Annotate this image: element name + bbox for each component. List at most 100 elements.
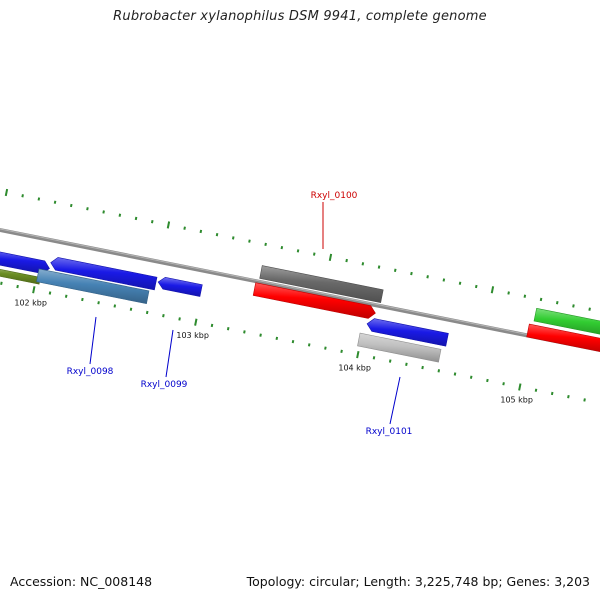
minor-tick — [555, 301, 559, 305]
gene-rxyl_0098[interactable] — [36, 268, 150, 305]
gene-label-rxyl_0099[interactable]: Rxyl_0099 — [141, 380, 188, 390]
minor-tick — [145, 310, 149, 315]
minor-tick — [21, 194, 24, 198]
minor-tick — [393, 268, 397, 272]
minor-tick — [178, 317, 181, 321]
minor-tick — [307, 343, 311, 347]
minor-tick — [231, 236, 235, 240]
minor-tick — [210, 323, 214, 328]
minor-tick — [134, 216, 138, 221]
minor-tick — [150, 220, 154, 224]
minor-tick — [86, 207, 89, 211]
page-title: Rubrobacter xylanophilus DSM 9941, compl… — [113, 9, 487, 24]
minor-tick — [0, 281, 3, 285]
major-tick — [194, 318, 198, 326]
minor-tick — [64, 294, 68, 298]
major-tick — [32, 286, 36, 294]
minor-tick — [296, 249, 300, 253]
upper-tick-row — [4, 188, 591, 311]
minor-tick — [291, 339, 295, 344]
minor-tick — [345, 258, 348, 263]
minor-tick — [361, 262, 365, 266]
gene-feature[interactable] — [252, 282, 376, 319]
gene-rxyl_0099[interactable] — [157, 276, 203, 297]
minor-tick — [162, 314, 165, 318]
minor-tick — [486, 378, 489, 383]
minor-tick — [340, 349, 343, 354]
gene-feature[interactable] — [50, 257, 158, 291]
genome-backbone — [0, 227, 600, 353]
gene-feature[interactable] — [366, 318, 449, 347]
minor-tick — [458, 281, 462, 285]
backbone-highlight — [0, 228, 600, 350]
gene-feature[interactable] — [533, 307, 600, 337]
minor-tick — [507, 291, 510, 295]
minor-tick — [421, 365, 424, 370]
minor-tick — [48, 291, 52, 295]
major-tick — [356, 350, 360, 359]
scale-label: 104 kbp — [338, 363, 371, 372]
gene-feature[interactable] — [526, 323, 600, 353]
backbone-line — [0, 227, 600, 353]
minor-tick — [215, 232, 219, 237]
minor-tick — [534, 388, 538, 392]
gene-features — [0, 251, 600, 363]
minor-tick — [280, 245, 284, 250]
minor-tick — [312, 252, 316, 256]
minor-tick — [567, 395, 570, 399]
major-tick — [490, 286, 495, 294]
minor-tick — [37, 197, 41, 201]
minor-tick — [410, 271, 413, 276]
gene-rxyl_0100[interactable] — [259, 265, 384, 303]
minor-tick — [129, 307, 133, 311]
minor-tick — [264, 242, 267, 247]
minor-tick — [437, 369, 441, 373]
accession-label: Accession: NC_008148 — [10, 574, 153, 589]
minor-tick — [226, 327, 230, 331]
minor-tick — [469, 375, 473, 379]
major-tick — [328, 253, 333, 261]
minor-tick — [583, 398, 586, 402]
gene-label-leader — [165, 329, 174, 378]
minor-tick — [102, 210, 105, 214]
minor-tick — [324, 346, 327, 350]
genome-summary-label: Topology: circular; Length: 3,225,748 bp… — [246, 574, 590, 589]
minor-tick — [81, 297, 84, 302]
minor-tick — [243, 330, 246, 334]
minor-tick — [502, 382, 505, 386]
lower-tick-row — [0, 281, 586, 402]
minor-tick — [183, 226, 186, 230]
gene-label-rxyl_0100[interactable]: Rxyl_0100 — [311, 191, 358, 201]
minor-tick — [275, 336, 279, 341]
gene-label-rxyl_0101[interactable]: Rxyl_0101 — [366, 427, 413, 437]
scale-ticks — [0, 188, 591, 402]
major-tick — [4, 188, 9, 197]
minor-tick — [69, 203, 73, 208]
scale-label: 103 kbp — [176, 331, 209, 340]
minor-tick — [113, 304, 117, 308]
minor-tick — [16, 284, 19, 289]
gene-label-leader — [389, 376, 401, 425]
minor-tick — [248, 239, 251, 243]
gene-feature[interactable] — [0, 266, 41, 285]
major-tick — [166, 221, 171, 229]
gene-label-rxyl_0098[interactable]: Rxyl_0098 — [67, 367, 114, 377]
gene-rxyl_0101[interactable] — [357, 332, 442, 363]
minor-tick — [118, 213, 122, 217]
minor-tick — [453, 372, 457, 376]
minor-tick — [97, 301, 100, 305]
minor-tick — [426, 275, 429, 279]
gene-label-leader — [89, 316, 97, 365]
minor-tick — [572, 304, 575, 308]
minor-tick — [372, 356, 376, 360]
scale-label: 105 kbp — [500, 396, 533, 405]
minor-tick — [259, 333, 262, 337]
minor-tick — [405, 362, 408, 366]
minor-tick — [53, 200, 57, 204]
minor-tick — [442, 278, 446, 282]
minor-tick — [523, 294, 527, 298]
